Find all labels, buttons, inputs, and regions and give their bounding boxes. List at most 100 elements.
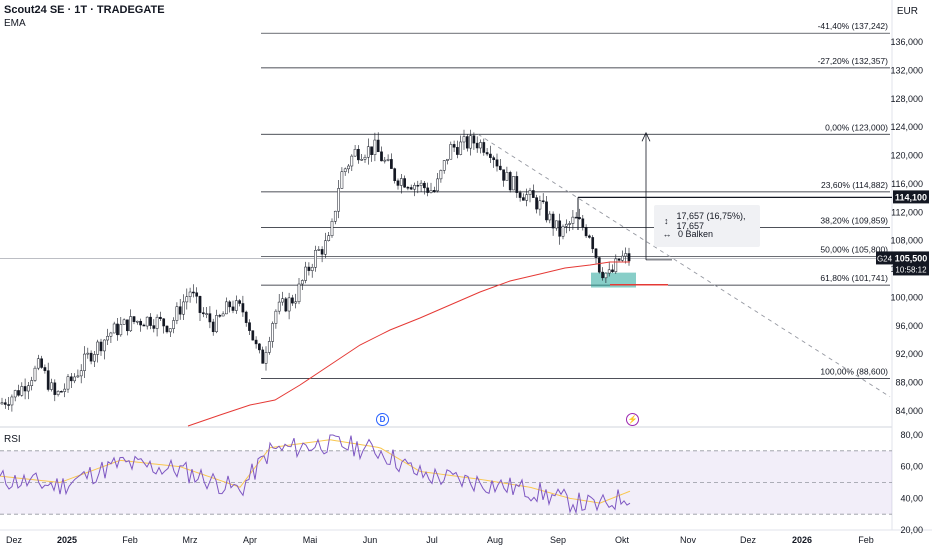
candle-body [277, 301, 281, 312]
time-axis-tick: Apr [243, 535, 257, 545]
candle-body [452, 144, 456, 148]
candle-body [614, 258, 618, 272]
candle-body [165, 325, 169, 333]
candle-body [300, 280, 304, 285]
candle-body [195, 292, 199, 297]
candle-body [446, 158, 449, 161]
price-range-icon: ↕ [663, 216, 669, 226]
candle-body [89, 352, 93, 362]
candle-body [172, 320, 175, 329]
candle-body [83, 353, 86, 371]
candle-body [564, 223, 568, 227]
dividend-event-icon[interactable]: D [376, 413, 389, 426]
time-axis-tick: 2026 [792, 535, 812, 545]
candle-body [152, 325, 156, 329]
candle-body [267, 341, 271, 353]
candle-body [495, 159, 499, 167]
symbol-title[interactable]: Scout24 SE · 1T · TRADEGATE [4, 4, 165, 16]
candle-body [149, 316, 152, 326]
measure-bars-text: 0 Balken [678, 229, 714, 239]
price-axis-tick: 116,000 [891, 179, 923, 189]
candle-body [320, 249, 324, 255]
indicator-label-ema[interactable]: EMA [4, 18, 26, 29]
symbol-badge [876, 251, 893, 265]
candle-body [475, 142, 479, 149]
candle-body [287, 297, 291, 312]
measure-info-box: ↕ 17,657 (16,75%), 17,657 ↔ 0 Balken [654, 205, 760, 247]
candle-body [274, 310, 278, 324]
indicator-label-rsi[interactable]: RSI [4, 434, 21, 445]
time-axis-tick: Jun [363, 535, 378, 545]
candle-body [479, 142, 482, 149]
candle-body [145, 316, 149, 327]
candle-body [215, 315, 218, 333]
candle-body [386, 159, 390, 161]
candle-body [357, 148, 360, 161]
candle-body [469, 135, 472, 149]
price-axis-tick: 84,000 [895, 406, 923, 416]
price-axis-tick: 112,000 [891, 207, 923, 217]
candle-body [119, 324, 123, 336]
candle-body [198, 296, 202, 313]
symbol-badge-text: G24 [877, 254, 893, 263]
fib-level-label: -41,40% (137,242) [818, 21, 889, 31]
candle-body [264, 352, 268, 364]
candle-body [271, 323, 274, 342]
fib-level-label: 38,20% (109,859) [820, 216, 888, 226]
candle-body [106, 335, 109, 341]
candle-body [13, 390, 17, 398]
candle-body [36, 358, 40, 369]
candle-body [244, 311, 248, 323]
candle-body [254, 339, 258, 345]
candle-body [46, 370, 50, 390]
candle-body [126, 319, 129, 332]
candle-body [627, 253, 631, 262]
candle-body [228, 301, 232, 308]
candle-body [99, 341, 103, 352]
candle-body [333, 210, 337, 222]
candle-body [545, 201, 548, 221]
candle-body [551, 213, 555, 229]
earnings-event-icon[interactable]: ⚡ [626, 413, 639, 426]
candle-body [515, 176, 519, 193]
price-axis-tick: 92,000 [895, 349, 923, 359]
candle-body [27, 385, 30, 392]
candle-body [291, 297, 294, 304]
candle-body [574, 216, 578, 219]
candle-body [363, 156, 367, 160]
price-axis-tick: 100,000 [890, 292, 923, 302]
time-axis-tick: Sep [550, 535, 566, 545]
candle-body [578, 217, 581, 220]
candle-body [63, 388, 67, 392]
time-axis-tick: Jul [426, 535, 438, 545]
candle-body [426, 187, 430, 193]
currency-label[interactable]: EUR [896, 6, 918, 17]
candle-body [528, 190, 532, 195]
candle-body [122, 319, 126, 325]
rsi-axis-tick: 60,00 [900, 462, 923, 472]
candle-body [601, 271, 604, 279]
candle-body [258, 343, 261, 351]
candle-body [611, 269, 614, 272]
candle-body [462, 136, 466, 143]
candle-body [538, 200, 542, 210]
candle-body [310, 267, 314, 271]
candle-body [238, 300, 241, 304]
candle-body [429, 190, 433, 193]
candle-body [489, 153, 492, 158]
candle-body [307, 266, 311, 271]
candle-body [155, 316, 159, 329]
candle-body [360, 159, 364, 161]
candle-body [624, 253, 628, 257]
candle-body [221, 313, 225, 317]
time-axis-tick: Nov [680, 535, 697, 545]
candle-body [139, 320, 142, 326]
candle-body [366, 146, 370, 158]
candle-body [508, 172, 512, 191]
candle-body [502, 169, 505, 181]
candle-body [86, 352, 90, 355]
measure-arrow-head [641, 131, 651, 142]
candle-body [337, 188, 340, 212]
